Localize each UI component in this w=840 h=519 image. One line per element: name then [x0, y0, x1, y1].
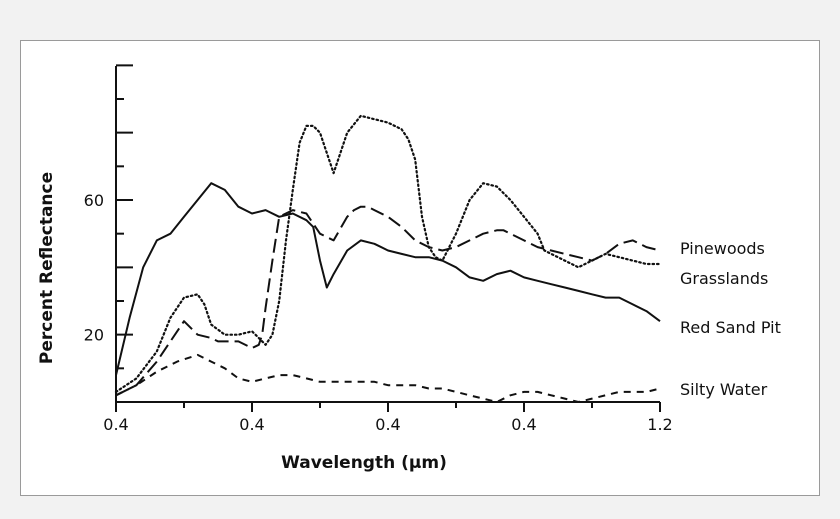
series-line-grasslands: [114, 114, 662, 393]
series-line-red-sand-pit: [115, 182, 661, 376]
series-line-silty-water: [115, 353, 661, 403]
x-tick-label: 0.4: [103, 415, 128, 434]
y-axis-title: Percent Reflectance: [37, 172, 57, 364]
y-tick-label: 20: [84, 326, 104, 345]
x-tick-label: 0.4: [375, 415, 400, 434]
series-label-pinewoods: Pinewoods: [680, 239, 765, 258]
series-label-red-sand-pit: Red Sand Pit: [680, 318, 781, 337]
series-line-pinewoods: [115, 205, 661, 397]
chart-frame: [20, 40, 820, 496]
x-tick-label: 0.4: [511, 415, 536, 434]
series-label-grasslands: Grasslands: [680, 269, 768, 288]
series-label-silty-water: Silty Water: [680, 380, 768, 399]
x-tick-label: 1.2: [647, 415, 672, 434]
x-axis-title: Wavelength (µm): [281, 453, 447, 473]
y-tick-label: 60: [84, 191, 104, 210]
x-tick-label: 0.4: [239, 415, 264, 434]
